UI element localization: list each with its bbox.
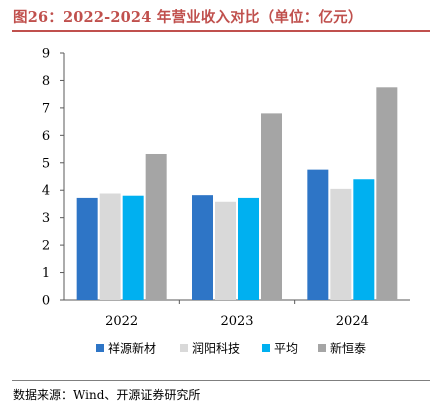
bar-平均-2022 [122, 195, 144, 300]
legend-swatch [180, 344, 188, 352]
x-tick-label: 2023 [220, 314, 253, 329]
bar-祥源新材-2024 [307, 169, 329, 300]
y-tick-label: 0 [42, 294, 50, 309]
figure-title: 图26：2022-2024 年营业收入对比（单位：亿元） [13, 9, 363, 26]
legend-swatch [262, 344, 270, 352]
legend-label: 新恒泰 [330, 341, 366, 356]
x-tick-label: 2022 [105, 314, 138, 329]
chart-legend: 祥源新材 润阳科技 平均 新恒泰 [96, 341, 366, 356]
bar-新恒泰-2024 [376, 87, 398, 300]
bar-平均-2023 [238, 197, 259, 300]
y-tick-label: 8 [42, 74, 50, 89]
y-tick-label: 4 [42, 184, 50, 199]
bar-新恒泰-2023 [261, 113, 282, 300]
x-tick-label: 2024 [336, 314, 369, 329]
title-rule [12, 30, 430, 32]
y-tick-label: 2 [42, 239, 50, 254]
legend-label: 润阳科技 [192, 342, 240, 356]
bar-新恒泰-2022 [145, 153, 167, 300]
bar-平均-2024 [353, 179, 375, 300]
source-note: 数据来源：Wind、开源证券研究所 [13, 388, 201, 402]
bar-祥源新材-2023 [192, 195, 213, 300]
bar-润阳科技-2024 [330, 188, 352, 300]
y-tick-label: 6 [42, 129, 50, 144]
bar-润阳科技-2023 [215, 201, 236, 300]
bar-chart: 0 1 2 3 4 5 6 7 8 9 2022 2023 2024 祥源新材 润阳科技 平均 新恒泰 [42, 47, 410, 356]
chart-bars [76, 87, 398, 300]
y-tick-label: 9 [42, 47, 50, 62]
y-tick-label: 7 [42, 101, 50, 116]
bar-润阳科技-2022 [99, 193, 121, 300]
y-tick-label: 5 [42, 156, 50, 171]
legend-swatch [318, 344, 326, 352]
source-rule [12, 380, 430, 381]
y-tick-label: 1 [42, 266, 50, 281]
bar-祥源新材-2022 [76, 197, 98, 300]
legend-label: 祥源新材 [108, 341, 156, 356]
legend-swatch [96, 344, 104, 352]
chart-axes: 0 1 2 3 4 5 6 7 8 9 [42, 47, 410, 309]
y-tick-label: 3 [42, 211, 50, 226]
legend-label: 平均 [274, 342, 298, 356]
x-axis-labels: 2022 2023 2024 [105, 314, 369, 329]
